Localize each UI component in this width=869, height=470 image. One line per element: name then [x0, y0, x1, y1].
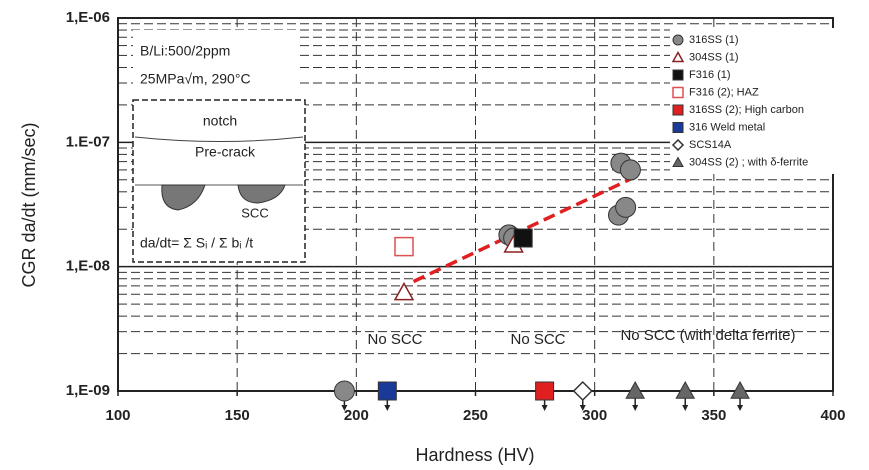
- inset-curve: [134, 136, 304, 142]
- legend-marker: [672, 69, 684, 81]
- legend-marker: [671, 50, 685, 63]
- marker: [619, 159, 641, 181]
- x-tick-label: 250: [463, 407, 488, 424]
- marker: [393, 281, 415, 301]
- annotation: No SCC: [367, 331, 422, 348]
- inset-notch: notch: [203, 113, 237, 129]
- legend-marker: [672, 34, 684, 46]
- inset-clear: [133, 30, 298, 98]
- detection-arrow-head: [682, 405, 689, 411]
- x-tick-label: 200: [344, 407, 369, 424]
- legend-label: 304SS (2) ; with δ-ferrite: [689, 156, 808, 168]
- legend-box: [670, 28, 860, 174]
- detection-arrow-head: [579, 405, 586, 411]
- inset: B/Li:500/2ppm 25MPa√m, 290°C notch Pre-crac…: [132, 30, 306, 263]
- y-tick-label: 1,E-09: [66, 382, 110, 399]
- legend-label: 304SS (1): [689, 51, 739, 63]
- annotation: No SCC: [510, 331, 565, 348]
- legend-marker: [671, 138, 685, 152]
- annotation: No SCC (with delta ferrite): [620, 327, 795, 344]
- marker: [615, 196, 637, 218]
- inset-blob: [237, 184, 286, 204]
- plot-frame: [117, 17, 834, 392]
- marker: [377, 381, 397, 401]
- legend-marker: [672, 156, 684, 167]
- legend-label: 316SS (1): [689, 34, 739, 46]
- x-tick-label: 400: [820, 407, 845, 424]
- marker: [572, 380, 593, 402]
- detection-arrow-head: [632, 405, 639, 411]
- y-tick-label: 1,E-06: [66, 9, 110, 26]
- trend-line: [412, 173, 641, 284]
- inset-precrack: Pre-crack: [195, 144, 256, 160]
- legend-label: 316 Weld metal: [689, 121, 765, 133]
- legend-label: F316 (1): [689, 69, 731, 81]
- y-axis-label: CGR da/dt (mm/sec): [19, 122, 39, 287]
- x-axis-label: Hardness (HV): [415, 445, 534, 465]
- inset-formula: da/dt= Σ Sᵢ / Σ bᵢ /t: [140, 235, 253, 251]
- detection-arrow-head: [384, 405, 391, 411]
- inset-condition: B/Li:500/2ppm: [140, 43, 230, 59]
- marker: [675, 380, 696, 399]
- legend-marker: [672, 86, 684, 99]
- inset-stress: 25MPa√m, 290°C: [140, 71, 251, 87]
- y-tick-label: 1,E-08: [66, 258, 110, 275]
- x-tick-label: 100: [105, 407, 130, 424]
- marker: [333, 380, 355, 402]
- y-tick-label: 1.E-07: [66, 133, 110, 150]
- legend-label: 316SS (2); High carbon: [689, 104, 804, 116]
- marker: [394, 236, 414, 257]
- marker: [535, 381, 555, 401]
- inset-blob: [161, 184, 206, 211]
- marker: [625, 380, 646, 399]
- detection-arrow-head: [341, 405, 348, 411]
- marker: [513, 228, 533, 248]
- marker: [730, 380, 750, 399]
- x-tick-label: 350: [701, 407, 726, 424]
- detection-arrow-head: [541, 405, 548, 411]
- legend-marker: [672, 104, 684, 116]
- legend-label: SCS14A: [689, 139, 732, 151]
- legend-label: F316 (2); HAZ: [689, 86, 759, 98]
- detection-arrow-head: [737, 405, 744, 411]
- legend-marker: [672, 122, 684, 133]
- x-tick-label: 150: [225, 407, 250, 424]
- inset-frame: [132, 99, 306, 263]
- x-tick-label: 300: [582, 407, 607, 424]
- inset-scc: SCC: [241, 205, 268, 220]
